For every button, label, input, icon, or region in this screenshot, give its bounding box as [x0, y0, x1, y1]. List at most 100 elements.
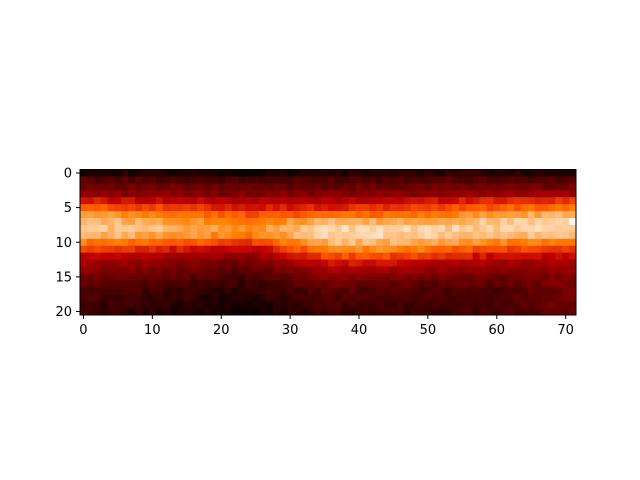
- heatmap-cell: [493, 176, 501, 184]
- heatmap-cell: [514, 252, 522, 260]
- heatmap-cell: [162, 169, 170, 177]
- heatmap-cell: [100, 183, 108, 191]
- heatmap-cell: [479, 190, 487, 198]
- heatmap-cell: [231, 211, 239, 219]
- heatmap-cell: [114, 280, 122, 288]
- heatmap-cell: [534, 287, 542, 295]
- heatmap-cell: [321, 224, 329, 233]
- heatmap-cell: [396, 259, 405, 267]
- heatmap-cell: [224, 301, 232, 309]
- heatmap-cell: [458, 190, 467, 198]
- heatmap-cell: [314, 238, 322, 247]
- heatmap-cell: [100, 176, 108, 184]
- heatmap-cell: [286, 218, 294, 226]
- heatmap-cell: [383, 245, 391, 254]
- heatmap-cell: [204, 294, 212, 302]
- heatmap-cell: [534, 245, 542, 254]
- heatmap-cell: [279, 204, 288, 212]
- heatmap-cell: [452, 204, 460, 212]
- heatmap-cell: [334, 211, 343, 219]
- heatmap-cell: [369, 211, 377, 219]
- heatmap-cell: [465, 238, 474, 247]
- heatmap-cell: [555, 224, 563, 233]
- heatmap-cell: [300, 245, 308, 254]
- heatmap-cell: [403, 224, 412, 233]
- heatmap-cell: [197, 259, 205, 267]
- heatmap-cell: [300, 301, 308, 309]
- heatmap-cell: [362, 280, 370, 288]
- x-tick-label: 20: [213, 323, 230, 338]
- heatmap-cell: [107, 287, 115, 295]
- heatmap-cell: [341, 245, 350, 254]
- heatmap-cell: [224, 308, 232, 316]
- heatmap-cell: [362, 273, 370, 281]
- heatmap-cell: [148, 280, 157, 288]
- heatmap-cell: [307, 231, 315, 240]
- heatmap-cell: [555, 218, 563, 226]
- heatmap-cell: [507, 197, 515, 205]
- heatmap-cell: [183, 190, 191, 198]
- heatmap-cell: [369, 218, 377, 226]
- heatmap-cell: [383, 176, 391, 184]
- heatmap-cell: [314, 169, 322, 177]
- heatmap-cell: [562, 231, 570, 240]
- heatmap-cell: [314, 190, 322, 198]
- heatmap-cell: [403, 211, 412, 219]
- heatmap-cell: [80, 259, 88, 267]
- heatmap-cell: [493, 266, 501, 274]
- heatmap-cell: [245, 197, 253, 205]
- heatmap-cell: [197, 266, 205, 274]
- heatmap-cell: [245, 218, 253, 226]
- heatmap-cell: [555, 308, 563, 316]
- heatmap-cell: [479, 301, 487, 309]
- heatmap-cell: [80, 266, 88, 274]
- heatmap-cell: [107, 204, 115, 212]
- heatmap-cell: [355, 238, 363, 247]
- heatmap-cell: [114, 245, 122, 254]
- heatmap-cell: [307, 308, 315, 316]
- heatmap-cell: [527, 218, 536, 226]
- heatmap-cell: [534, 294, 542, 302]
- heatmap-cell: [252, 176, 260, 184]
- heatmap-cell: [514, 287, 522, 295]
- heatmap-cell: [328, 176, 336, 184]
- heatmap-cell: [534, 308, 542, 316]
- heatmap-cell: [210, 308, 219, 316]
- heatmap-cell: [548, 183, 556, 191]
- heatmap-cell: [224, 252, 232, 260]
- heatmap-cell: [514, 294, 522, 302]
- heatmap-cell: [362, 252, 370, 260]
- heatmap-cell: [562, 183, 570, 191]
- heatmap-cell: [445, 169, 453, 177]
- heatmap-cell: [100, 259, 108, 267]
- heatmap-cell: [121, 259, 129, 267]
- heatmap-cell: [500, 273, 508, 281]
- heatmap-cell: [279, 252, 288, 260]
- heatmap-cell: [286, 204, 294, 212]
- heatmap-cell: [286, 183, 294, 191]
- heatmap-cell: [128, 197, 136, 205]
- heatmap-cell: [548, 224, 556, 233]
- heatmap-cell: [472, 287, 480, 295]
- heatmap-cell: [210, 176, 219, 184]
- heatmap-cell: [210, 245, 219, 254]
- heatmap-cell: [300, 266, 308, 274]
- heatmap-cell: [183, 273, 191, 281]
- heatmap-cell: [479, 266, 487, 274]
- heatmap-cell: [445, 301, 453, 309]
- heatmap-cell: [493, 252, 501, 260]
- heatmap-cell: [300, 197, 308, 205]
- heatmap-cell: [431, 238, 439, 247]
- heatmap-cell: [279, 308, 288, 316]
- heatmap-cell: [80, 301, 88, 309]
- heatmap-cell: [465, 266, 474, 274]
- heatmap-cell: [424, 197, 432, 205]
- heatmap-cell: [341, 224, 350, 233]
- heatmap-cell: [300, 204, 308, 212]
- heatmap-cell: [341, 218, 350, 226]
- heatmap-cell: [445, 211, 453, 219]
- heatmap-cell: [114, 252, 122, 260]
- heatmap-cell: [486, 204, 494, 212]
- heatmap-cell: [272, 238, 281, 247]
- heatmap-cell: [107, 169, 115, 177]
